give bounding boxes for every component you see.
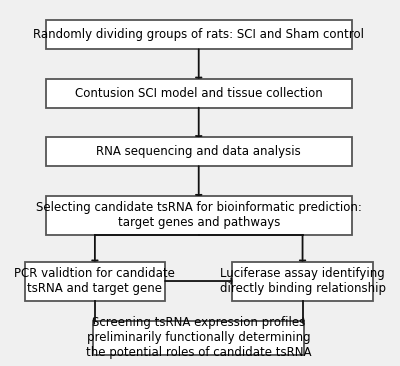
Text: Randomly dividing groups of rats: SCI and Sham control: Randomly dividing groups of rats: SCI an…	[33, 28, 364, 41]
Text: RNA sequencing and data analysis: RNA sequencing and data analysis	[96, 145, 301, 158]
Text: Luciferase assay identifying
directly binding relationship: Luciferase assay identifying directly bi…	[220, 267, 386, 295]
Text: PCR validtion for candidate
tsRNA and target gene: PCR validtion for candidate tsRNA and ta…	[14, 267, 175, 295]
FancyBboxPatch shape	[46, 79, 352, 108]
Text: Screening tsRNA expression profiles
preliminarily functionally determining
the p: Screening tsRNA expression profiles prel…	[86, 316, 312, 359]
FancyBboxPatch shape	[46, 137, 352, 166]
Text: Selecting candidate tsRNA for bioinformatic prediction:
target genes and pathway: Selecting candidate tsRNA for bioinforma…	[36, 201, 362, 229]
Text: Contusion SCI model and tissue collection: Contusion SCI model and tissue collectio…	[75, 87, 322, 100]
FancyBboxPatch shape	[93, 321, 304, 355]
FancyBboxPatch shape	[46, 196, 352, 235]
FancyBboxPatch shape	[46, 20, 352, 49]
FancyBboxPatch shape	[25, 262, 165, 300]
FancyBboxPatch shape	[232, 262, 373, 300]
